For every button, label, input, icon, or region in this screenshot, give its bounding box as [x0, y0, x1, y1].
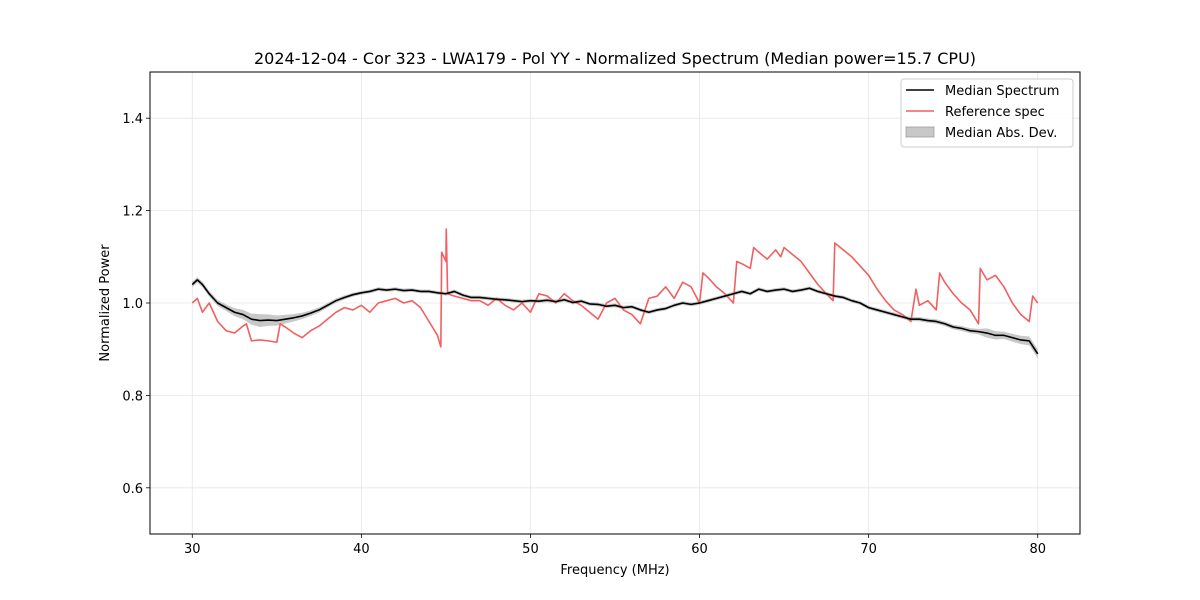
legend-box [900, 78, 1074, 148]
y-tick-label: 1.4 [122, 112, 143, 127]
y-axis-ticks: 0.6 0.8 1.0 1.2 1.4 [122, 112, 150, 497]
x-tick-label: 60 [691, 542, 708, 557]
y-tick-label: 1.2 [122, 205, 143, 220]
y-tick-label: 0.8 [122, 389, 143, 404]
x-tick-label: 30 [184, 542, 201, 557]
y-tick-label: 0.6 [122, 482, 143, 497]
x-tick-label: 70 [860, 542, 877, 557]
legend-reference-label: Reference spec [945, 105, 1045, 120]
median-spectrum-line [191, 279, 1039, 355]
reference-spec-line [191, 228, 1039, 348]
median-spectrum-layer [191, 279, 1039, 355]
legend: Median Spectrum Reference spec Median Ab… [900, 78, 1074, 148]
legend-mad-label: Median Abs. Dev. [945, 126, 1057, 141]
reference-spec-layer [191, 228, 1039, 348]
legend-mad-swatch [905, 126, 935, 138]
x-axis-ticks: 30 40 50 60 70 80 [184, 534, 1046, 557]
x-tick-label: 40 [353, 542, 370, 557]
y-axis-label: Normalized Power [98, 244, 113, 362]
x-tick-label: 50 [522, 542, 539, 557]
y-tick-label: 1.0 [122, 297, 143, 312]
x-tick-label: 80 [1029, 542, 1046, 557]
chart-title: 2024-12-04 - Cor 323 - LWA179 - Pol YY -… [254, 49, 976, 68]
legend-median-label: Median Spectrum [945, 84, 1059, 99]
x-axis-label: Frequency (MHz) [560, 563, 669, 578]
